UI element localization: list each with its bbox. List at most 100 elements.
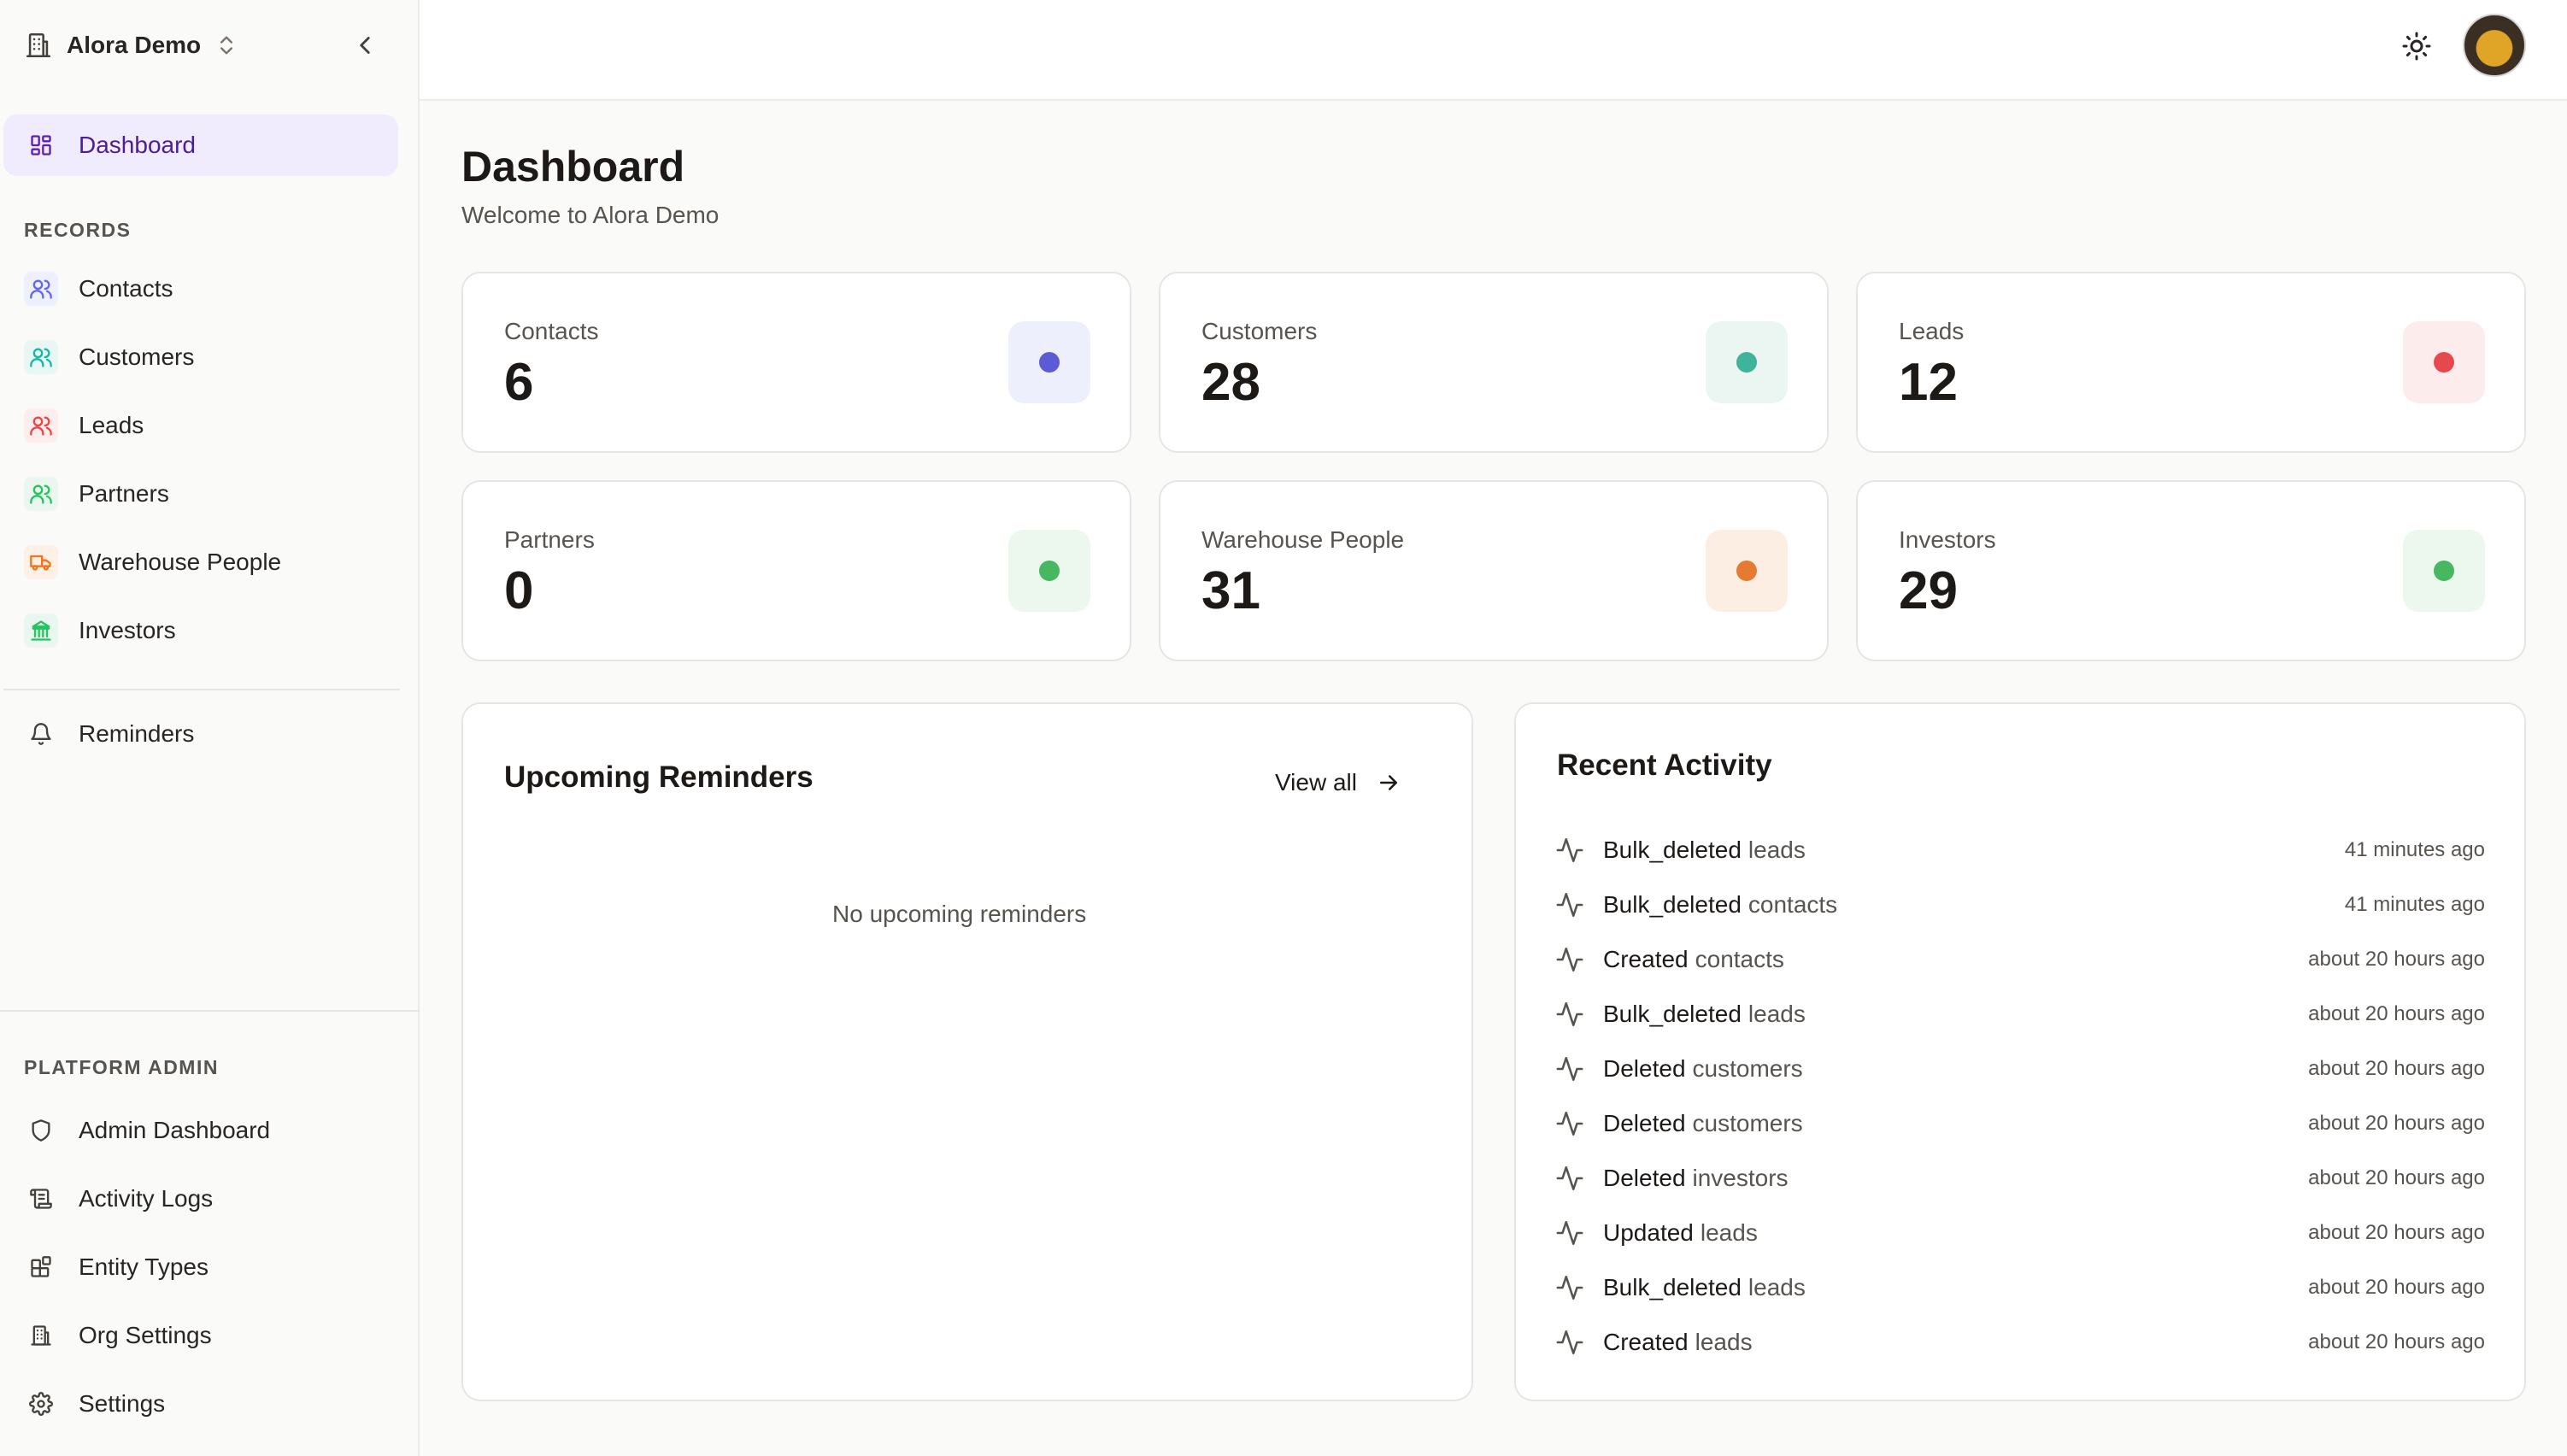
landmark-icon	[24, 614, 58, 648]
building-icon	[24, 1318, 58, 1353]
activity-time: about 20 hours ago	[2308, 1330, 2485, 1353]
stat-indicator	[1706, 321, 1788, 403]
page-title: Dashboard	[461, 143, 685, 191]
activity-icon	[1556, 1220, 1583, 1246]
activity-row: Bulk_deleted leads about 20 hours ago	[1555, 1271, 2485, 1305]
stat-card-partners[interactable]: Partners 0	[461, 480, 1131, 661]
sidebar-item-admin-dashboard[interactable]: Admin Dashboard	[3, 1100, 398, 1161]
sidebar-item-label: Activity Logs	[79, 1185, 214, 1212]
activity-entity: investors	[1692, 1165, 1789, 1191]
activity-row: Updated leads about 20 hours ago	[1555, 1216, 2485, 1250]
stat-label: Investors	[1899, 526, 1996, 553]
activity-time: 41 minutes ago	[2344, 893, 2485, 916]
stat-value: 0	[504, 561, 534, 620]
stat-card-warehouse-people[interactable]: Warehouse People 31	[1159, 480, 1829, 661]
activity-action: Bulk_deleted	[1603, 891, 1742, 918]
dashboard-icon	[24, 128, 58, 162]
sidebar-item-label: Admin Dashboard	[79, 1117, 271, 1143]
sidebar-item-label: Partners	[79, 480, 169, 507]
stat-value: 29	[1899, 561, 1958, 620]
activity-time: about 20 hours ago	[2308, 1276, 2485, 1299]
activity-icon	[1556, 837, 1583, 863]
recent-activity-panel: Recent Activity	[1514, 702, 2526, 1401]
activity-entity: leads	[1700, 1219, 1758, 1246]
sidebar-item-label: Contacts	[79, 275, 173, 302]
stat-indicator	[1008, 530, 1090, 612]
sidebar: Alora Demo Dashboard RECORDS Contacts Cu…	[0, 0, 420, 1456]
sidebar-item-contacts[interactable]: Contacts	[3, 258, 398, 320]
activity-row: Bulk_deleted leads 41 minutes ago	[1555, 833, 2485, 867]
page-subtitle: Welcome to Alora Demo	[461, 202, 720, 228]
stat-indicator	[1706, 530, 1788, 612]
users-icon	[24, 340, 58, 374]
users-icon	[24, 408, 58, 443]
activity-entity: contacts	[1748, 891, 1838, 918]
activity-time: about 20 hours ago	[2308, 1112, 2485, 1135]
top-bar	[420, 0, 2567, 101]
activity-icon	[1556, 1001, 1583, 1027]
building-icon	[26, 32, 51, 58]
view-all-link[interactable]: View all	[1275, 769, 1401, 796]
status-dot	[2434, 352, 2454, 373]
avatar[interactable]	[2463, 14, 2526, 77]
activity-entity: leads	[1748, 837, 1806, 863]
activity-action: Bulk_deleted	[1603, 1001, 1742, 1027]
activity-action: Created	[1603, 1329, 1689, 1355]
activity-time: about 20 hours ago	[2308, 1221, 2485, 1244]
activity-list: Bulk_deleted leads 41 minutes ago Bulk_d…	[1514, 702, 2526, 1401]
stat-label: Leads	[1899, 318, 1965, 344]
sidebar-item-label: Customers	[79, 343, 195, 370]
org-switcher[interactable]: Alora Demo	[24, 26, 383, 65]
stat-card-customers[interactable]: Customers 28	[1159, 272, 1829, 453]
sidebar-item-reminders[interactable]: Reminders	[3, 703, 398, 765]
platform-admin-section-label: PLATFORM ADMIN	[24, 1056, 219, 1078]
stat-value: 31	[1201, 561, 1260, 620]
activity-row: Deleted investors about 20 hours ago	[1555, 1161, 2485, 1195]
activity-entity: leads	[1695, 1329, 1753, 1355]
activity-action: Deleted	[1603, 1165, 1686, 1191]
sidebar-item-org-settings[interactable]: Org Settings	[3, 1305, 398, 1366]
activity-entity: customers	[1692, 1110, 1803, 1136]
stat-card-contacts[interactable]: Contacts 6	[461, 272, 1131, 453]
bell-icon	[24, 717, 58, 751]
chevron-left-icon[interactable]	[350, 31, 379, 60]
chevrons-up-down-icon	[220, 36, 233, 55]
activity-row: Created leads about 20 hours ago	[1555, 1325, 2485, 1359]
activity-row: Deleted customers about 20 hours ago	[1555, 1107, 2485, 1141]
sidebar-item-entity-types[interactable]: Entity Types	[3, 1236, 398, 1298]
org-name: Alora Demo	[67, 32, 202, 58]
activity-time: about 20 hours ago	[2308, 948, 2485, 971]
activity-entity: leads	[1748, 1001, 1806, 1027]
records-section-label: RECORDS	[24, 219, 132, 241]
users-icon	[24, 272, 58, 306]
sun-icon[interactable]	[2401, 31, 2432, 62]
shield-icon	[24, 1113, 58, 1148]
sidebar-item-investors[interactable]: Investors	[3, 600, 398, 661]
sidebar-item-partners[interactable]: Partners	[3, 463, 398, 525]
sidebar-item-settings[interactable]: Settings	[3, 1373, 398, 1435]
sidebar-item-leads[interactable]: Leads	[3, 395, 398, 456]
stat-value: 28	[1201, 353, 1260, 412]
stat-label: Partners	[504, 526, 595, 553]
stat-card-leads[interactable]: Leads 12	[1856, 272, 2526, 453]
activity-icon	[1556, 1275, 1583, 1300]
panel-title: Upcoming Reminders	[504, 760, 814, 794]
upcoming-reminders-panel: Upcoming Reminders View all No upcoming …	[461, 702, 1473, 1401]
activity-icon	[1556, 1330, 1583, 1355]
sidebar-item-label: Investors	[79, 617, 176, 643]
divider	[0, 1010, 420, 1012]
sidebar-item-activity-logs[interactable]: Activity Logs	[3, 1168, 398, 1230]
sidebar-item-label: Leads	[79, 412, 144, 438]
activity-action: Created	[1603, 946, 1689, 972]
status-dot	[1736, 561, 1757, 581]
activity-row: Bulk_deleted leads about 20 hours ago	[1555, 997, 2485, 1031]
status-dot	[1039, 561, 1060, 581]
empty-state-text: No upcoming reminders	[832, 901, 1087, 927]
sidebar-item-label: Reminders	[79, 720, 195, 747]
sidebar-item-customers[interactable]: Customers	[3, 326, 398, 388]
activity-time: 41 minutes ago	[2344, 838, 2485, 861]
sidebar-item-warehouse-people[interactable]: Warehouse People	[3, 531, 398, 593]
activity-entity: customers	[1692, 1055, 1803, 1082]
sidebar-item-dashboard[interactable]: Dashboard	[3, 114, 398, 176]
stat-card-investors[interactable]: Investors 29	[1856, 480, 2526, 661]
